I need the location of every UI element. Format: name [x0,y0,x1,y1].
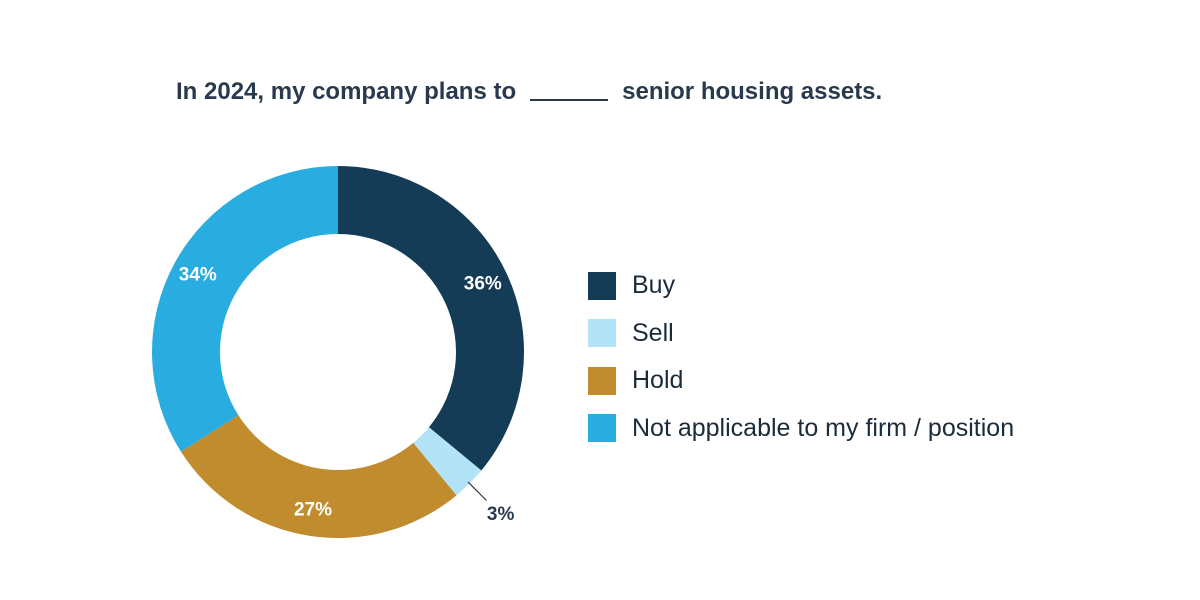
leader-line-sell [467,481,487,501]
chart-title: In 2024, my company plans to senior hous… [176,76,882,108]
data-label-buy: 36% [464,273,502,294]
title-blank-line [530,99,609,101]
legend-item-buy: Buy [588,262,1014,310]
data-label-hold: 27% [294,500,332,521]
title-text-after: senior housing assets. [622,78,883,105]
donut-slice-buy [338,166,524,471]
donut-slice-not-applicable-to-my-firm-position [152,166,338,452]
legend-swatch-hold [588,366,616,395]
donut-slice-hold [180,415,457,538]
legend-item-not-applicable-to-my-firm-position: Not applicable to my firm / position [588,405,1014,453]
chart-legend: Buy Sell Hold Not applicable to my firm / p… [588,262,1014,452]
legend-swatch-sell [588,319,616,348]
title-text-before: In 2024, my company plans to [176,78,517,105]
legend-swatch-not-applicable-to-my-firm-position [588,414,616,443]
data-label-not-applicable-to-my-firm-position: 34% [179,264,217,285]
legend-label-sell: Sell [632,318,674,347]
donut-slice-sell [413,427,482,496]
legend-label-buy: Buy [632,271,676,300]
legend-label-not-applicable-to-my-firm-position: Not applicable to my firm / position [632,413,1015,442]
data-label-sell: 3% [487,504,515,525]
legend-label-hold: Hold [632,366,684,395]
legend-item-hold: Hold [588,357,1014,405]
legend-swatch-buy [588,271,616,300]
legend-item-sell: Sell [588,310,1014,358]
